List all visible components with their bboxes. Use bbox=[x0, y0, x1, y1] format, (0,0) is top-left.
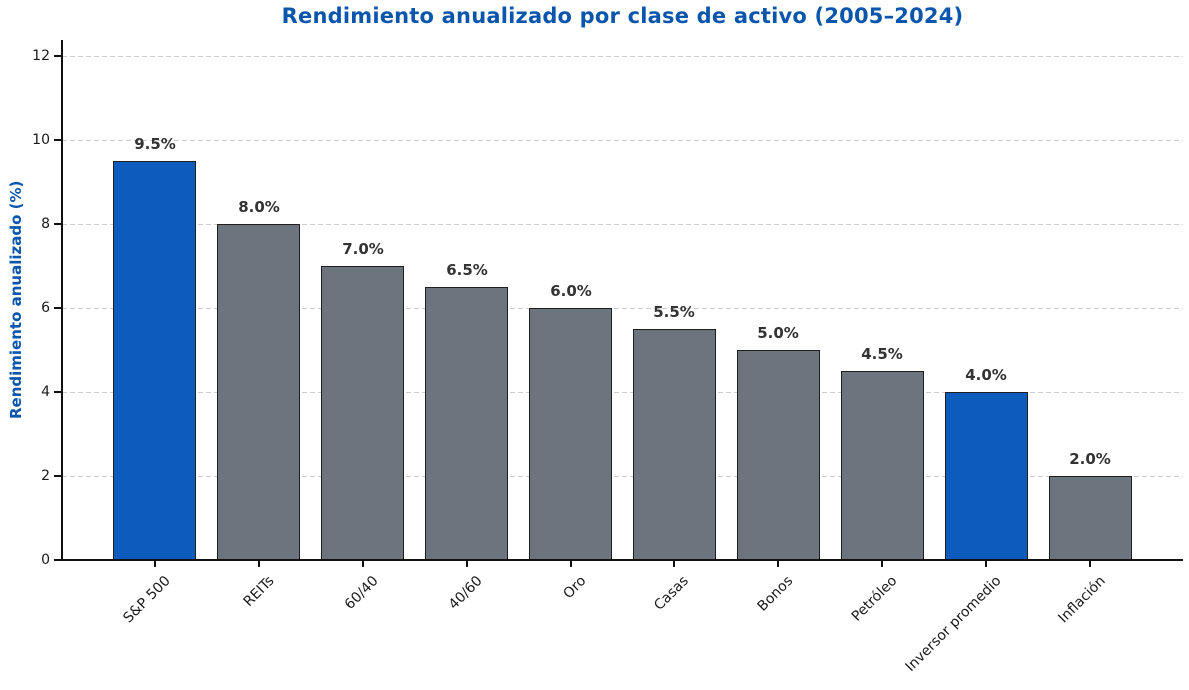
bar-value-label-inflaci-n: 2.0% bbox=[1069, 450, 1111, 468]
x-tick-s-p-500 bbox=[154, 561, 156, 567]
bar-petr-leo bbox=[841, 371, 924, 560]
gridline-y-6 bbox=[62, 307, 1183, 309]
y-tick-8 bbox=[54, 223, 62, 225]
bar-40-60 bbox=[425, 287, 508, 560]
y-tick-4 bbox=[54, 391, 62, 393]
y-tick-label: 2 bbox=[41, 468, 50, 484]
bar-bonos bbox=[737, 350, 820, 560]
x-tick-label-60-40: 60/40 bbox=[341, 573, 382, 613]
x-tick-reits bbox=[258, 561, 260, 567]
x-tick-inversor-promedio bbox=[985, 561, 987, 567]
y-tick-6 bbox=[54, 307, 62, 309]
x-tick-label-casas: Casas bbox=[651, 573, 693, 614]
y-tick-label: 8 bbox=[41, 216, 50, 232]
x-tick-label-s-p-500: S&P 500 bbox=[119, 573, 174, 627]
gridline-y-12 bbox=[62, 55, 1183, 57]
x-tick-label-inflaci-n: Inflación bbox=[1054, 573, 1109, 627]
gridline-y-2 bbox=[62, 475, 1183, 477]
x-tick-label-40-60: 40/60 bbox=[445, 573, 486, 613]
x-axis-spine bbox=[61, 559, 1183, 561]
x-tick-oro bbox=[570, 561, 572, 567]
bar-value-label-oro: 6.0% bbox=[550, 282, 592, 300]
bar-inversor-promedio bbox=[945, 392, 1028, 560]
chart-title: Rendimiento anualizado por clase de acti… bbox=[281, 4, 964, 28]
gridline-y-4 bbox=[62, 391, 1183, 393]
gridline-y-10 bbox=[62, 139, 1183, 141]
y-tick-label: 6 bbox=[41, 300, 50, 316]
bar-s-p-500 bbox=[113, 161, 196, 560]
x-tick-label-oro: Oro bbox=[560, 573, 590, 603]
x-tick-inflaci-n bbox=[1089, 561, 1091, 567]
y-tick-10 bbox=[54, 139, 62, 141]
y-tick-2 bbox=[54, 475, 62, 477]
x-tick-label-reits: REITs bbox=[240, 573, 278, 610]
x-tick-60-40 bbox=[362, 561, 364, 567]
bar-value-label-casas: 5.5% bbox=[653, 303, 695, 321]
bar-value-label-reits: 8.0% bbox=[238, 198, 280, 216]
y-axis-spine bbox=[61, 40, 63, 561]
y-tick-12 bbox=[54, 55, 62, 57]
gridline-y-8 bbox=[62, 223, 1183, 225]
x-tick-40-60 bbox=[466, 561, 468, 567]
bar-value-label-40-60: 6.5% bbox=[446, 261, 488, 279]
bar-value-label-inversor-promedio: 4.0% bbox=[965, 366, 1007, 384]
bar-casas bbox=[633, 329, 716, 560]
x-tick-label-bonos: Bonos bbox=[754, 573, 797, 615]
bar-oro bbox=[529, 308, 612, 560]
bar-value-label-bonos: 5.0% bbox=[757, 324, 799, 342]
y-tick-label: 12 bbox=[32, 48, 50, 64]
bar-value-label-s-p-500: 9.5% bbox=[134, 135, 176, 153]
x-tick-casas bbox=[673, 561, 675, 567]
y-axis-label: Rendimiento anualizado (%) bbox=[7, 180, 25, 420]
bar-value-label-60-40: 7.0% bbox=[342, 240, 384, 258]
x-tick-label-petr-leo: Petróleo bbox=[848, 573, 901, 625]
x-tick-petr-leo bbox=[881, 561, 883, 567]
y-tick-label: 0 bbox=[41, 552, 50, 568]
bar-inflaci-n bbox=[1049, 476, 1132, 560]
y-tick-label: 10 bbox=[32, 132, 50, 148]
bar-60-40 bbox=[321, 266, 404, 560]
x-tick-label-inversor-promedio: Inversor promedio bbox=[902, 573, 1005, 675]
x-tick-bonos bbox=[777, 561, 779, 567]
y-tick-label: 4 bbox=[41, 384, 50, 400]
bar-reits bbox=[217, 224, 300, 560]
plot-area: 0 2 4 6 8 10 12 9.5% S&P 500 8.0% REITs 7.0% 60/40 6.… bbox=[32, 40, 1183, 675]
bar-value-label-petr-leo: 4.5% bbox=[861, 345, 903, 363]
y-tick-0 bbox=[54, 559, 62, 561]
